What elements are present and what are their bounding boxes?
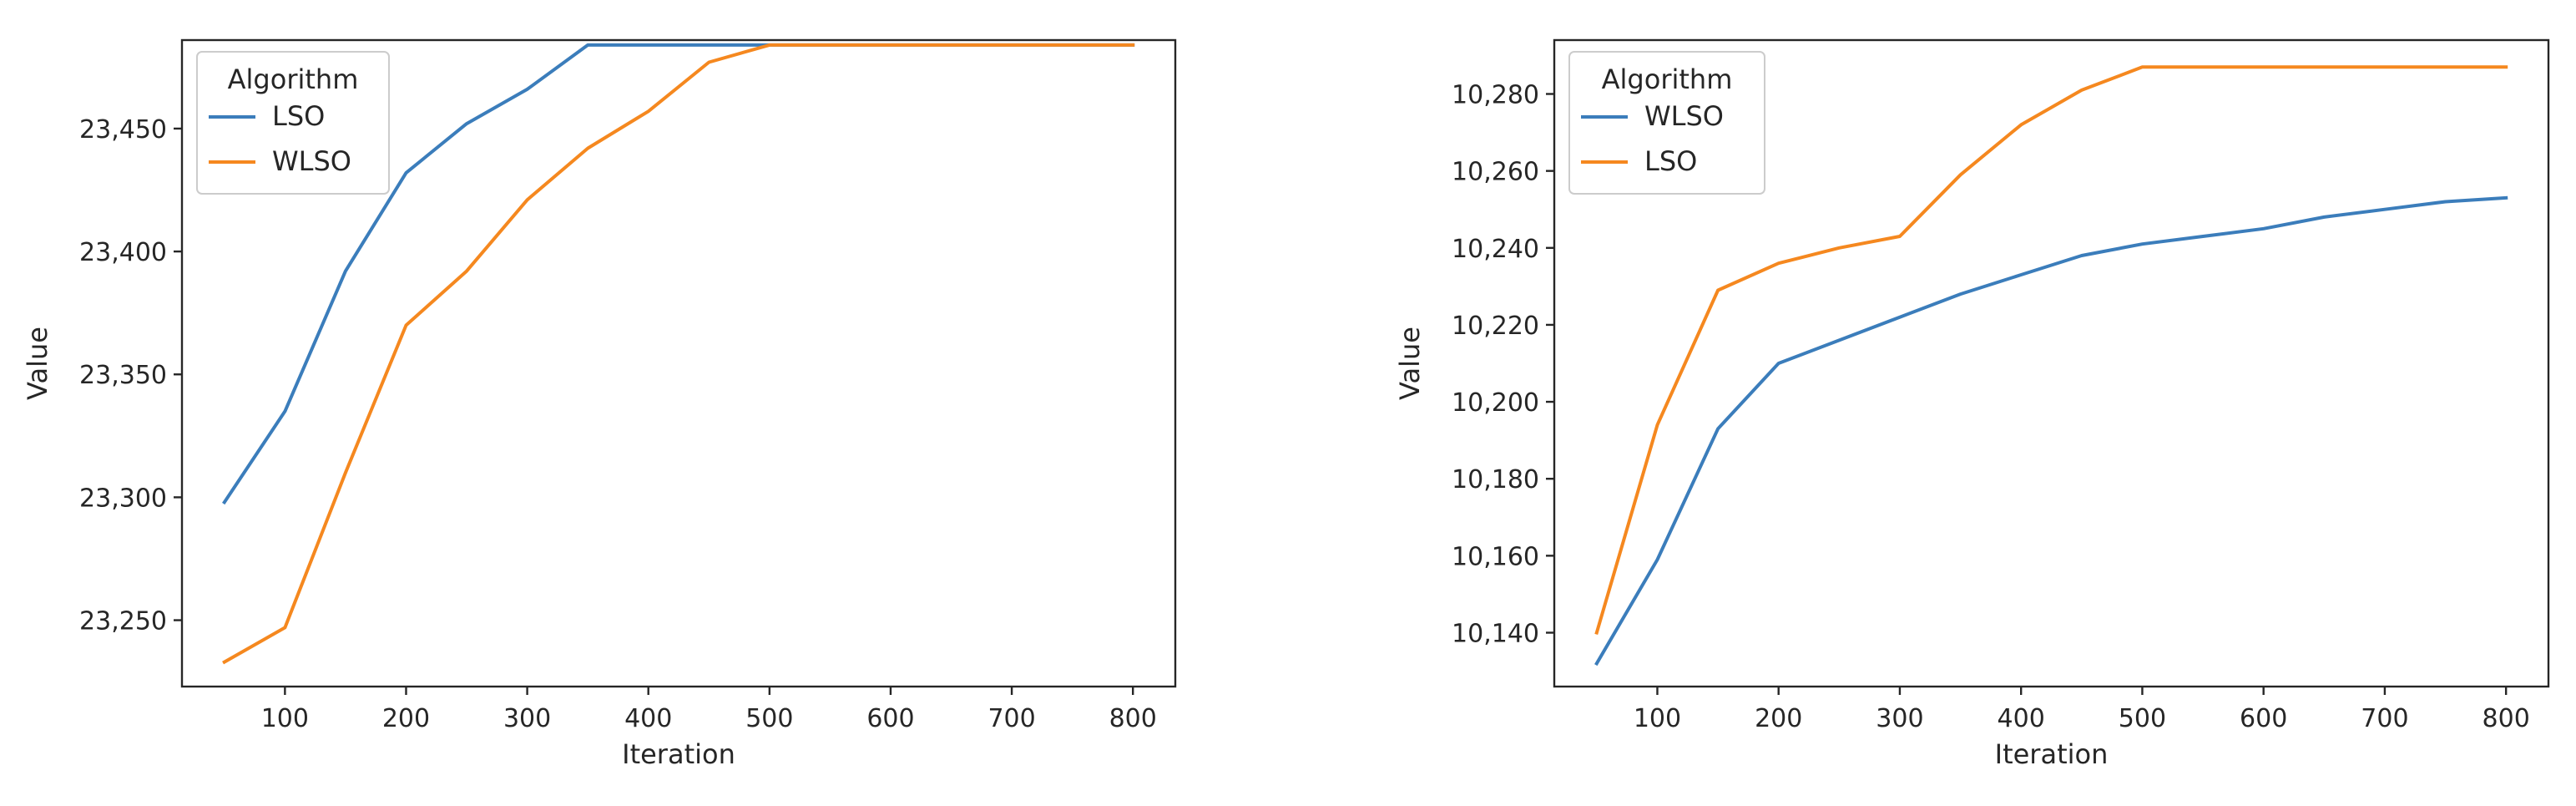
x-tick-label: 800 [2483, 704, 2530, 733]
y-tick-label: 10,240 [1452, 235, 1539, 264]
legend-title: Algorithm [1602, 63, 1733, 95]
x-tick-label: 400 [1998, 704, 2045, 733]
x-tick-label: 500 [2119, 704, 2166, 733]
x-tick-label: 300 [503, 704, 551, 733]
legend-label-wlso: WLSO [272, 145, 351, 177]
series-line-wlso [222, 43, 1135, 665]
x-tick-label: 700 [2361, 704, 2408, 733]
x-tick-label: 600 [866, 704, 914, 733]
y-tick-label: 23,250 [79, 607, 167, 636]
x-tick-label: 200 [1755, 704, 1802, 733]
legend-box [1568, 51, 1765, 195]
y-tick-label: 23,400 [79, 238, 167, 267]
chart-left: 100 200 300 400 500 600 700 800 23,250 23,300 23,3… [22, 38, 1177, 770]
y-tick-label: 10,140 [1452, 620, 1539, 649]
legend-label-wlso: WLSO [1644, 100, 1724, 132]
y-tick-label: 10,280 [1452, 81, 1539, 110]
x-tick-label: 400 [624, 704, 672, 733]
legend: Algorithm WLSO LSO [1568, 51, 1765, 195]
y-tick-label: 23,450 [79, 115, 167, 144]
y-tick-label: 23,350 [79, 361, 167, 390]
x-tick-label: 700 [987, 704, 1035, 733]
legend-box [196, 51, 390, 195]
x-tick-label: 100 [1634, 704, 1681, 733]
y-tick-label: 10,220 [1452, 312, 1539, 341]
plot-frame [180, 38, 1177, 688]
y-tick-label: 10,180 [1452, 465, 1539, 494]
y-axis-label: Value [1394, 327, 1426, 400]
x-tick-label: 600 [2240, 704, 2287, 733]
chart-right: 100 200 300 400 500 600 700 800 10,140 10,160 10,1… [1394, 38, 2550, 770]
legend-label-lso: LSO [1644, 145, 1697, 177]
series-line-wlso [1594, 195, 2508, 667]
series-line-lso [1594, 65, 2508, 635]
y-tick-label: 10,200 [1452, 388, 1539, 418]
plot-frame [1553, 38, 2550, 688]
x-tick-label: 200 [382, 704, 430, 733]
x-tick-label: 800 [1109, 704, 1157, 733]
legend: Algorithm LSO WLSO [196, 51, 390, 195]
x-tick-label: 100 [261, 704, 309, 733]
x-tick-label: 300 [1876, 704, 1923, 733]
y-tick-label: 23,300 [79, 484, 167, 513]
legend-title: Algorithm [228, 63, 359, 95]
x-axis-label: Iteration [1995, 738, 2109, 770]
y-tick-label: 10,260 [1452, 158, 1539, 187]
y-axis-label: Value [22, 327, 53, 400]
y-tick-label: 10,160 [1452, 542, 1539, 571]
x-axis-label: Iteration [622, 738, 735, 770]
legend-label-lso: LSO [272, 100, 325, 132]
x-tick-label: 500 [745, 704, 793, 733]
